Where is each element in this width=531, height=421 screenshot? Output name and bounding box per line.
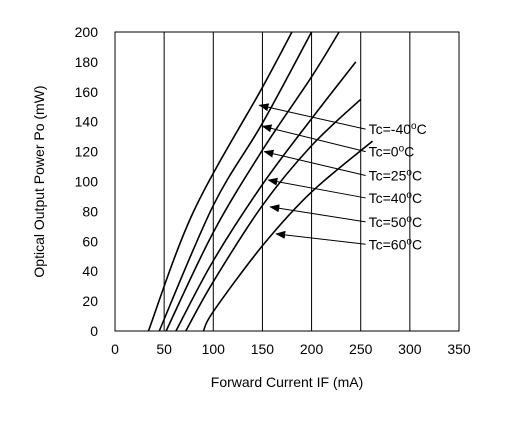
x-tick-label: 200 — [300, 341, 324, 357]
y-tick-label: 80 — [82, 203, 98, 219]
y-tick-label: 160 — [75, 84, 99, 100]
y-tick-label: 40 — [82, 263, 98, 279]
x-tick-label: 150 — [251, 341, 275, 357]
y-tick-label: 0 — [90, 323, 98, 339]
y-tick-label: 120 — [75, 144, 99, 160]
x-tick-label: 0 — [111, 341, 119, 357]
series-line — [202, 140, 374, 332]
annotation-arrow — [258, 103, 366, 130]
y-tick-label: 20 — [82, 293, 98, 309]
grid-lines — [163, 32, 411, 331]
x-tick-label: 50 — [156, 341, 172, 357]
x-tick-label: 350 — [447, 341, 471, 357]
series-line — [165, 31, 340, 332]
series-group — [147, 31, 374, 332]
y-tick-labels: 0 20 40 60 80 100 120 140 160 180 200 — [75, 24, 99, 339]
x-tick-label: 100 — [202, 341, 226, 357]
series-labels: Tc=-40oC Tc=0oC Tc=25oC Tc=40oC Tc=50oC Tc=60… — [369, 121, 427, 252]
y-tick-label: 200 — [75, 24, 99, 40]
annotation-arrow — [261, 124, 366, 153]
annotation-arrow — [269, 204, 366, 223]
plot-frame — [114, 31, 460, 332]
x-tick-label: 250 — [349, 341, 373, 357]
y-tick-label: 180 — [75, 54, 99, 70]
annotation-arrow — [275, 230, 366, 245]
series-line — [175, 61, 357, 332]
annotation-arrows — [258, 103, 366, 245]
series-label: Tc=-40oC — [369, 121, 427, 137]
series-label: Tc=60oC — [369, 236, 422, 252]
annotation-arrow — [267, 177, 366, 199]
series-line — [158, 31, 313, 332]
y-tick-label: 60 — [82, 233, 98, 249]
x-tick-label: 300 — [398, 341, 422, 357]
series-label: Tc=40oC — [369, 190, 422, 206]
y-tick-label: 140 — [75, 114, 99, 130]
series-line — [147, 31, 293, 332]
series-label: Tc=50oC — [369, 214, 422, 230]
series-label: Tc=0oC — [369, 144, 415, 160]
series-label: Tc=25oC — [369, 168, 422, 184]
y-axis-title: Optical Output Power Po (mW) — [31, 85, 47, 277]
y-tick-label: 100 — [75, 174, 99, 190]
annotation-arrow — [263, 149, 366, 177]
x-tick-labels: 0 50 100 150 200 250 300 350 — [111, 341, 471, 357]
x-axis-title: Forward Current IF (mA) — [211, 374, 363, 390]
series-line — [185, 98, 362, 332]
